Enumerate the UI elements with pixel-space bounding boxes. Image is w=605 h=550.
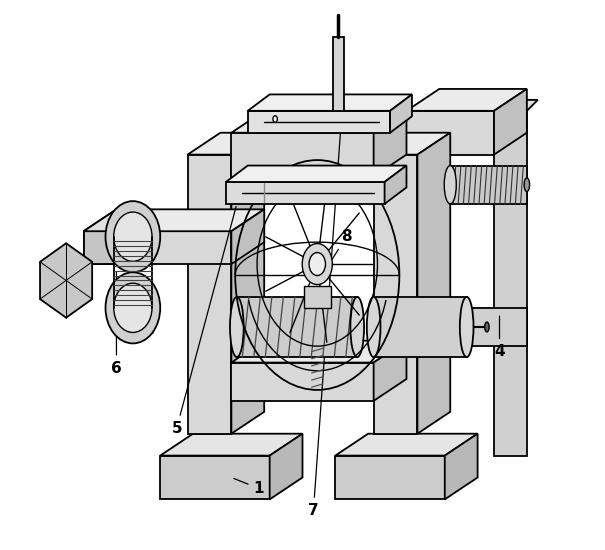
Polygon shape: [160, 434, 302, 455]
Polygon shape: [231, 111, 407, 133]
Ellipse shape: [302, 244, 332, 284]
Ellipse shape: [105, 201, 160, 272]
Polygon shape: [304, 286, 331, 308]
Polygon shape: [407, 89, 527, 111]
Polygon shape: [160, 455, 270, 499]
Polygon shape: [270, 434, 302, 499]
Polygon shape: [231, 340, 407, 362]
Polygon shape: [374, 340, 407, 401]
Ellipse shape: [230, 297, 244, 357]
Ellipse shape: [309, 252, 325, 276]
Ellipse shape: [485, 322, 489, 332]
Ellipse shape: [114, 212, 152, 261]
Polygon shape: [494, 100, 538, 111]
Polygon shape: [83, 231, 231, 264]
Ellipse shape: [460, 297, 474, 357]
Polygon shape: [450, 308, 527, 346]
Text: 2: 2: [135, 315, 155, 337]
Polygon shape: [231, 210, 264, 264]
Ellipse shape: [114, 283, 152, 332]
Polygon shape: [450, 166, 527, 204]
Polygon shape: [231, 133, 374, 177]
Polygon shape: [188, 155, 231, 434]
Ellipse shape: [105, 272, 160, 343]
Polygon shape: [417, 133, 450, 434]
Text: 7: 7: [308, 130, 341, 518]
Text: 8: 8: [321, 229, 352, 278]
Polygon shape: [116, 210, 149, 264]
Ellipse shape: [444, 166, 456, 204]
Polygon shape: [237, 297, 357, 357]
Polygon shape: [83, 210, 149, 231]
Polygon shape: [374, 155, 417, 434]
Polygon shape: [335, 434, 477, 455]
Polygon shape: [445, 434, 477, 499]
Polygon shape: [333, 37, 344, 111]
Text: 1: 1: [234, 478, 264, 496]
Polygon shape: [407, 111, 494, 155]
Polygon shape: [40, 243, 92, 318]
Polygon shape: [390, 95, 412, 133]
Polygon shape: [248, 95, 412, 111]
Polygon shape: [226, 182, 385, 204]
Polygon shape: [226, 166, 407, 182]
Polygon shape: [83, 231, 116, 264]
Polygon shape: [83, 210, 264, 231]
Text: 3: 3: [51, 267, 76, 283]
Ellipse shape: [350, 297, 364, 357]
Polygon shape: [188, 133, 264, 155]
Ellipse shape: [524, 178, 529, 191]
Polygon shape: [248, 111, 390, 133]
Polygon shape: [374, 133, 450, 155]
Polygon shape: [374, 297, 466, 357]
Ellipse shape: [367, 297, 381, 357]
Polygon shape: [374, 111, 407, 177]
Polygon shape: [494, 89, 527, 155]
Polygon shape: [385, 166, 407, 204]
Ellipse shape: [273, 116, 277, 122]
Text: 5: 5: [171, 207, 236, 436]
Ellipse shape: [444, 308, 456, 346]
Polygon shape: [231, 133, 264, 434]
Polygon shape: [494, 111, 527, 455]
Text: 4: 4: [494, 316, 505, 359]
Text: 2: 2: [133, 213, 144, 239]
Text: 6: 6: [111, 272, 122, 376]
Polygon shape: [335, 455, 445, 499]
Polygon shape: [231, 362, 374, 401]
